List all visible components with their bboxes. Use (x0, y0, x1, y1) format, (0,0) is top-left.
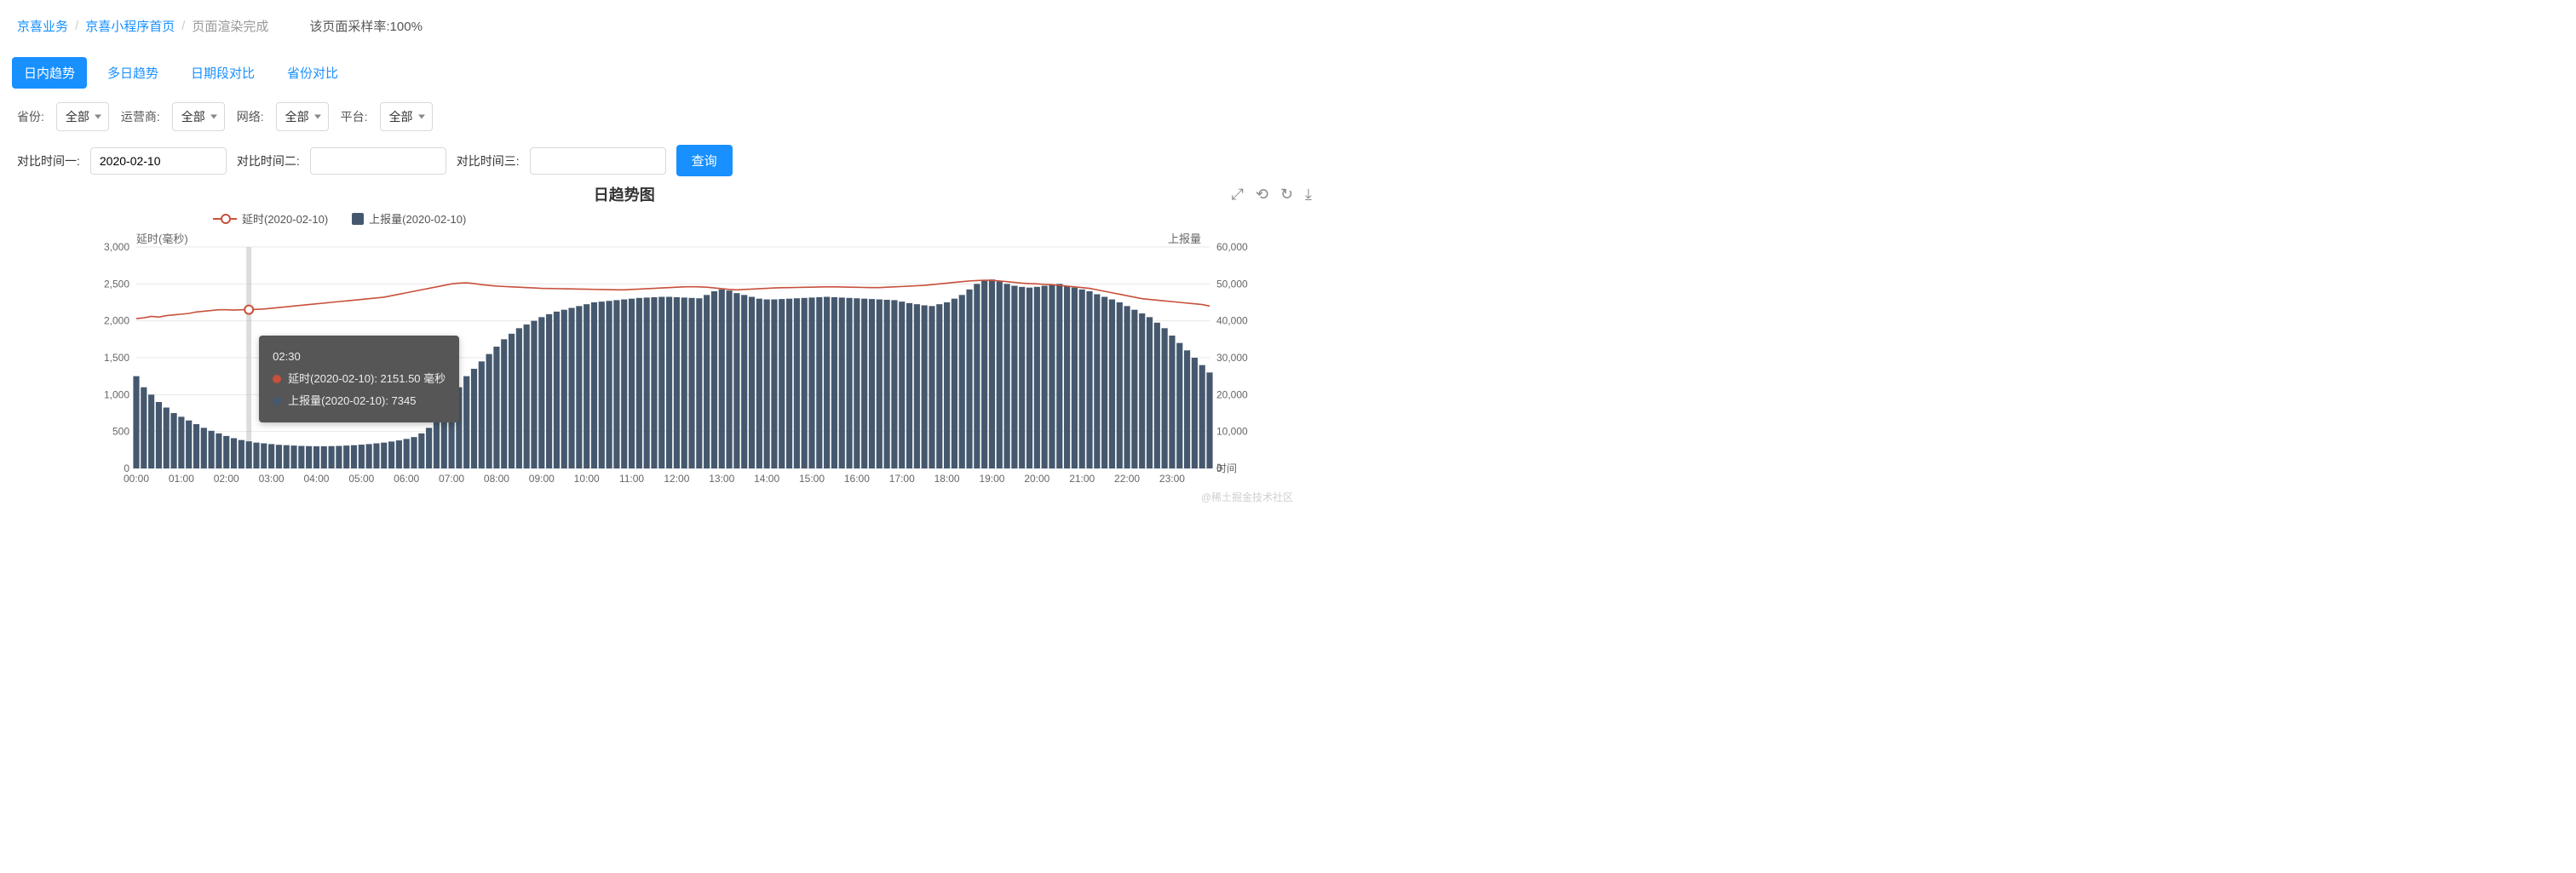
crumb-sep: / (181, 19, 185, 33)
compare3-label: 对比时间三: (457, 152, 520, 169)
tab-province-compare[interactable]: 省份对比 (275, 57, 350, 89)
svg-text:10:00: 10:00 (574, 473, 600, 485)
svg-text:14:00: 14:00 (754, 473, 779, 485)
compare3-input[interactable] (530, 147, 666, 175)
svg-text:03:00: 03:00 (259, 473, 285, 485)
tab-range-compare[interactable]: 日期段对比 (179, 57, 267, 89)
watermark: @稀土掘金技术社区 (1201, 490, 1293, 504)
svg-text:01:00: 01:00 (169, 473, 194, 485)
svg-text:40,000: 40,000 (1216, 315, 1248, 327)
zoom-reset-icon[interactable]: ⟲ (1256, 186, 1268, 204)
legend-latency[interactable]: 延时(2020-02-10) (213, 210, 328, 227)
legend: 延时(2020-02-10) 上报量(2020-02-10) (0, 210, 1329, 227)
tabs: 日内趋势 多日趋势 日期段对比 省份对比 (0, 52, 1329, 94)
svg-text:09:00: 09:00 (529, 473, 555, 485)
svg-text:22:00: 22:00 (1114, 473, 1140, 485)
svg-text:21:00: 21:00 (1069, 473, 1095, 485)
svg-text:05:00: 05:00 (348, 473, 374, 485)
crumb-sep: / (75, 19, 78, 33)
download-icon[interactable]: ⤓ (1305, 186, 1312, 204)
tab-intraday[interactable]: 日内趋势 (12, 57, 87, 89)
svg-text:1,000: 1,000 (104, 388, 129, 400)
compare-row: 对比时间一: 对比时间二: 对比时间三: 查询 (0, 140, 1329, 178)
breadcrumb: 京喜业务 / 京喜小程序首页 / 页面渲染完成 该页面采样率:100% (0, 0, 1329, 52)
crumb-miniapp-home[interactable]: 京喜小程序首页 (85, 17, 175, 35)
tooltip-volume: 上报量(2020-02-10): 7345 (288, 394, 416, 407)
svg-text:12:00: 12:00 (664, 473, 689, 485)
svg-text:18:00: 18:00 (934, 473, 960, 485)
carrier-label: 运营商: (121, 108, 160, 125)
province-select[interactable]: 全部 (56, 102, 109, 131)
legend-volume[interactable]: 上报量(2020-02-10) (352, 210, 466, 227)
crumb-current: 页面渲染完成 (192, 17, 268, 35)
zoom-in-icon[interactable]: ⤢ (1231, 186, 1243, 204)
y1-axis-label: 延时(毫秒) (136, 230, 188, 246)
svg-text:50,000: 50,000 (1216, 278, 1248, 290)
query-button[interactable]: 查询 (676, 145, 733, 176)
svg-text:2,000: 2,000 (104, 315, 129, 327)
svg-text:08:00: 08:00 (484, 473, 509, 485)
network-label: 网络: (237, 108, 264, 125)
svg-text:3,000: 3,000 (104, 241, 129, 253)
filter-row: 省份: 全部 运营商: 全部 网络: 全部 平台: 全部 (0, 94, 1329, 140)
svg-text:时间: 时间 (1216, 462, 1237, 474)
svg-text:15:00: 15:00 (799, 473, 825, 485)
compare2-input[interactable] (310, 147, 446, 175)
svg-text:20,000: 20,000 (1216, 388, 1248, 400)
compare1-input[interactable] (90, 147, 227, 175)
svg-text:00:00: 00:00 (124, 473, 149, 485)
svg-text:19:00: 19:00 (979, 473, 1004, 485)
chart-tooltip: 02:30 延时(2020-02-10): 2151.50 毫秒 上报量(202… (259, 336, 459, 422)
svg-text:1,500: 1,500 (104, 352, 129, 364)
y2-axis-label: 上报量 (1168, 230, 1201, 246)
svg-text:06:00: 06:00 (394, 473, 419, 485)
chart-toolbar: ⤢ ⟲ ↻ ⤓ (1231, 186, 1312, 204)
svg-text:2,500: 2,500 (104, 278, 129, 290)
crumb-business[interactable]: 京喜业务 (17, 17, 68, 35)
svg-text:500: 500 (112, 426, 129, 438)
network-select[interactable]: 全部 (276, 102, 329, 131)
sample-rate: 该页面采样率:100% (309, 17, 423, 35)
compare2-label: 对比时间二: (237, 152, 300, 169)
compare1-label: 对比时间一: (17, 152, 80, 169)
province-label: 省份: (17, 108, 44, 125)
svg-text:60,000: 60,000 (1216, 241, 1248, 253)
svg-text:04:00: 04:00 (303, 473, 329, 485)
tab-multiday[interactable]: 多日趋势 (95, 57, 170, 89)
svg-text:11:00: 11:00 (619, 473, 644, 485)
chart-title: 日趋势图 (17, 183, 1231, 205)
svg-text:20:00: 20:00 (1024, 473, 1049, 485)
tooltip-latency: 延时(2020-02-10): 2151.50 毫秒 (288, 372, 446, 385)
svg-text:30,000: 30,000 (1216, 352, 1248, 364)
platform-select[interactable]: 全部 (380, 102, 433, 131)
svg-text:23:00: 23:00 (1159, 473, 1185, 485)
svg-text:16:00: 16:00 (844, 473, 870, 485)
svg-text:07:00: 07:00 (439, 473, 464, 485)
refresh-icon[interactable]: ↻ (1280, 186, 1293, 204)
trend-chart: 05001,0001,5002,0002,5003,000010,00020,0… (17, 230, 1312, 485)
svg-text:17:00: 17:00 (889, 473, 915, 485)
svg-text:13:00: 13:00 (709, 473, 734, 485)
svg-text:02:00: 02:00 (214, 473, 239, 485)
chart-area[interactable]: 延时(毫秒) 上报量 05001,0001,5002,0002,5003,000… (17, 230, 1312, 503)
platform-label: 平台: (341, 108, 368, 125)
svg-text:10,000: 10,000 (1216, 426, 1248, 438)
carrier-select[interactable]: 全部 (172, 102, 225, 131)
tooltip-time: 02:30 (273, 346, 446, 368)
